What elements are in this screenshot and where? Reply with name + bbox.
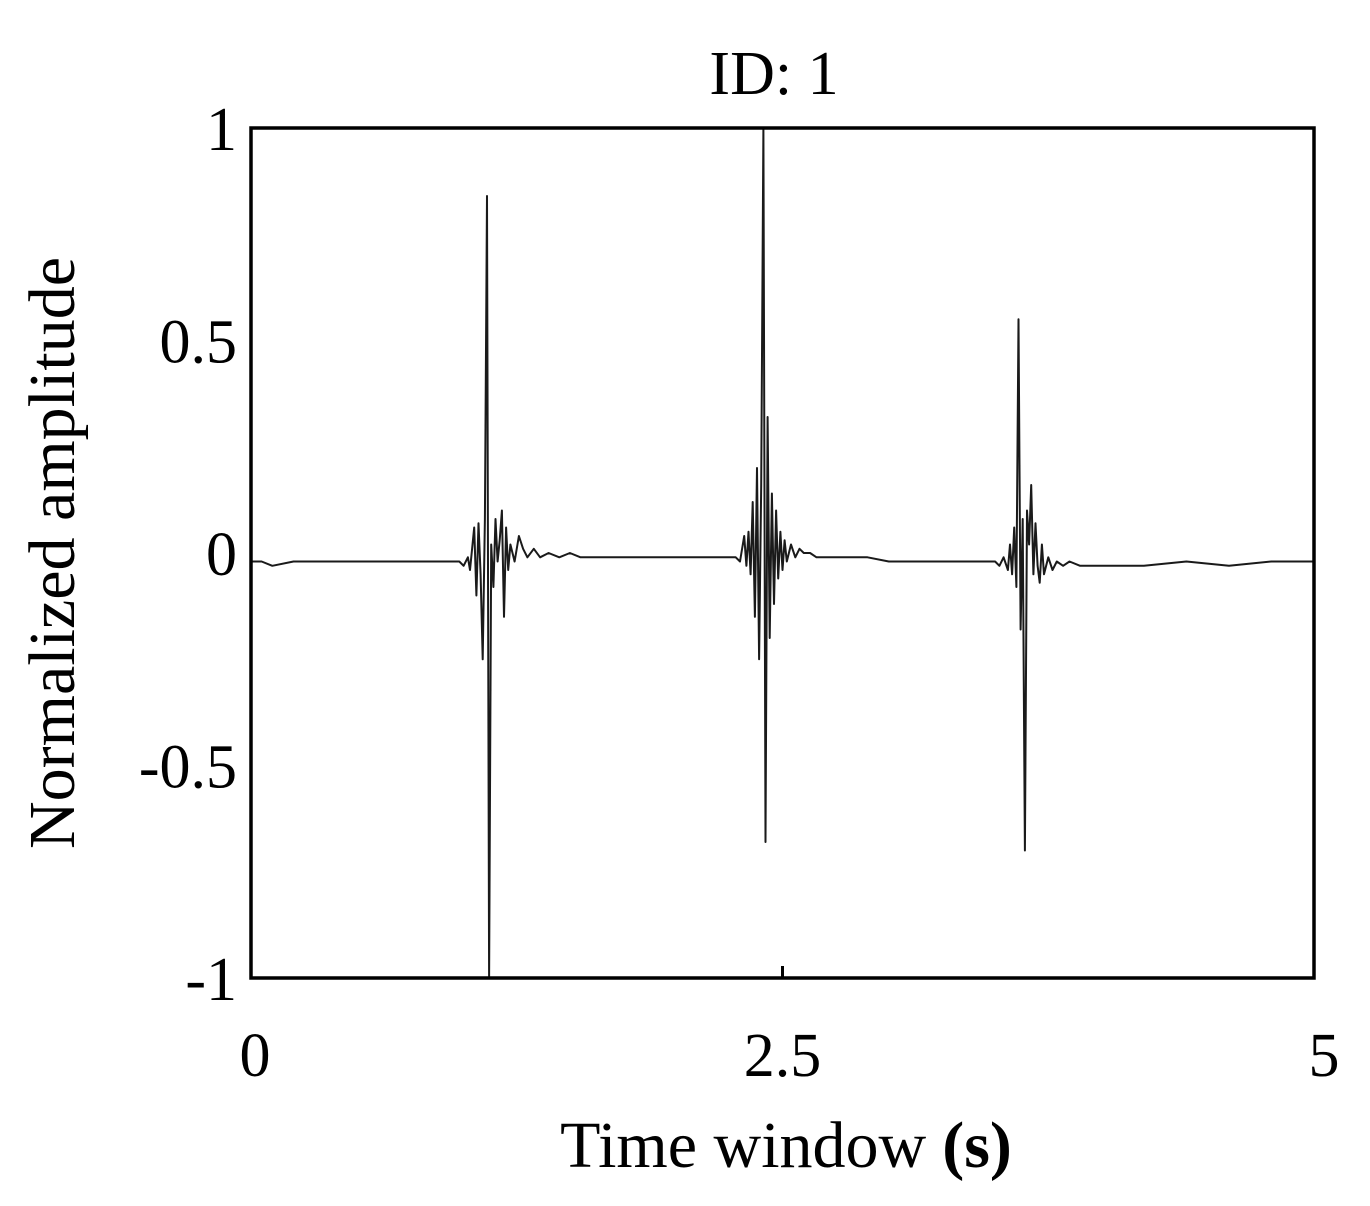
y-tick-label: 0 bbox=[206, 521, 237, 589]
y-axis: 1 0.5 0 -0.5 -1 bbox=[139, 96, 237, 1014]
series-line-1 bbox=[251, 127, 1314, 979]
x-tick-label: 5 bbox=[1309, 1022, 1340, 1090]
x-axis: 0 2.5 5 bbox=[240, 966, 1340, 1090]
y-tick-label: 1 bbox=[206, 96, 237, 164]
x-tick-label: 0 bbox=[240, 1022, 271, 1090]
chart-title: ID: 1 bbox=[709, 40, 838, 108]
x-axis-label: Time window (s) bbox=[560, 1109, 1012, 1182]
x-axis-label-text: Time window bbox=[560, 1109, 926, 1182]
plot-frame bbox=[249, 126, 1316, 980]
y-tick-label: -1 bbox=[185, 946, 237, 1014]
y-tick-label: -0.5 bbox=[139, 734, 237, 802]
y-tick-label: 0.5 bbox=[160, 309, 238, 377]
x-axis-label-unit: (s) bbox=[942, 1109, 1012, 1182]
x-tick-label: 2.5 bbox=[744, 1022, 822, 1090]
series-group bbox=[251, 127, 1314, 979]
y-axis-label: Normalized amplitude bbox=[16, 257, 89, 849]
